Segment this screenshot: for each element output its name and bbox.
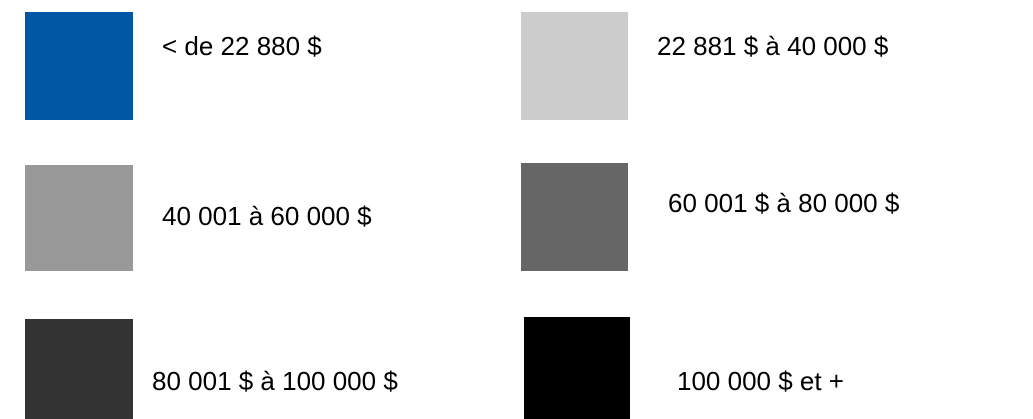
swatch — [524, 317, 630, 419]
swatch — [25, 165, 133, 271]
swatch — [521, 12, 628, 120]
legend-label: < de 22 880 $ — [162, 31, 322, 61]
legend-label: 60 001 $ à 80 000 $ — [668, 188, 900, 218]
legend-label: 40 001 à 60 000 $ — [162, 201, 372, 231]
legend-label: 100 000 $ et + — [677, 366, 844, 396]
swatch — [25, 319, 133, 419]
swatch — [25, 12, 133, 120]
legend-label: 80 001 $ à 100 000 $ — [152, 366, 398, 396]
legend-label: 22 881 $ à 40 000 $ — [657, 31, 889, 61]
swatch — [521, 163, 628, 271]
